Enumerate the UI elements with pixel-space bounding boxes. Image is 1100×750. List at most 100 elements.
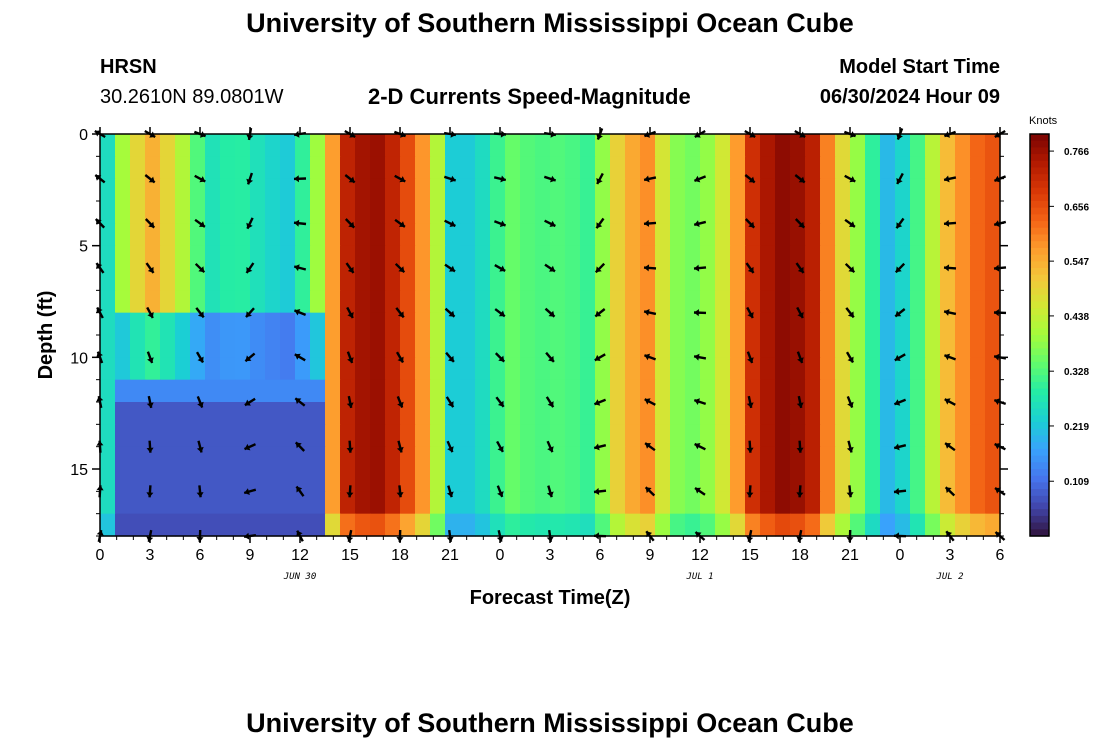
heatmap-cell xyxy=(520,491,536,515)
arrow-head xyxy=(596,222,603,229)
colorbar-tick-label: 0.656 xyxy=(1064,202,1089,213)
heatmap-cell xyxy=(220,379,236,403)
heatmap-cell xyxy=(670,335,686,358)
heatmap-cell xyxy=(385,134,401,157)
heatmap-cell xyxy=(370,268,386,291)
heatmap-cell xyxy=(610,402,626,425)
heatmap-cell xyxy=(310,513,326,537)
heatmap-cell xyxy=(340,357,356,381)
heatmap-cell xyxy=(385,402,401,425)
heatmap-cell xyxy=(430,245,446,269)
heatmap-cell xyxy=(925,446,941,470)
heatmap-cell xyxy=(100,268,116,291)
heatmap-cell xyxy=(520,223,536,247)
heatmap-cell xyxy=(430,156,446,180)
heatmap-cell xyxy=(820,424,836,448)
heatmap-cell xyxy=(475,178,491,202)
heatmap-cell xyxy=(145,513,161,537)
current-arrow xyxy=(345,262,355,274)
heatmap-cell xyxy=(100,446,116,470)
heatmap-cell xyxy=(970,424,986,448)
heatmap-cell xyxy=(460,513,476,537)
heatmap-cell xyxy=(715,178,731,202)
heatmap-cell xyxy=(145,156,161,180)
heatmap-cell xyxy=(970,223,986,247)
heatmap-cell xyxy=(790,469,806,492)
heatmap-cell xyxy=(100,379,116,403)
current-arrow xyxy=(694,487,706,496)
heatmap-cell xyxy=(190,134,206,157)
heatmap-cell xyxy=(250,178,266,202)
heatmap-cell xyxy=(310,134,326,157)
heatmap-cell xyxy=(250,379,266,403)
current-arrow xyxy=(395,307,405,319)
heatmap-cell xyxy=(925,134,941,157)
current-arrow xyxy=(196,485,204,498)
current-arrow xyxy=(693,175,707,183)
heatmap-cell xyxy=(400,491,416,515)
y-axis-ticks: 0 5 10 15 xyxy=(70,127,1008,537)
current-arrow xyxy=(346,395,354,409)
current-arrow xyxy=(796,351,804,364)
heatmap-cell xyxy=(505,156,521,180)
heatmap-cell xyxy=(415,245,431,269)
heatmap-cell xyxy=(955,491,971,515)
heatmap-cell xyxy=(625,156,641,180)
heatmap-cell xyxy=(805,156,821,180)
heatmap-cell xyxy=(415,491,431,515)
arrow-head xyxy=(347,357,354,363)
heatmap-cell xyxy=(430,357,446,381)
heatmap-cell xyxy=(565,513,581,537)
heatmap-cell xyxy=(865,357,881,381)
heatmap-cell xyxy=(535,402,551,425)
heatmap-cell xyxy=(775,424,791,448)
heatmap-cell xyxy=(265,379,281,403)
heatmap-cell xyxy=(565,290,581,314)
arrow-head xyxy=(896,133,903,140)
heatmap-cell xyxy=(445,491,461,515)
heatmap-cell xyxy=(895,446,911,470)
heatmap-cell xyxy=(940,156,956,180)
heatmap-cell xyxy=(280,469,296,492)
arrow-head xyxy=(796,492,804,498)
heatmap-cell xyxy=(295,513,311,537)
heatmap-cell xyxy=(910,245,926,269)
heatmap-cell xyxy=(505,491,521,515)
heatmap-cell xyxy=(745,134,761,157)
heatmap-cell xyxy=(520,201,536,224)
heatmap-cell xyxy=(970,290,986,314)
x-tick-label: 6 xyxy=(996,547,1005,564)
heatmap-cell xyxy=(625,424,641,448)
heatmap-cell xyxy=(265,491,281,515)
arrow-head xyxy=(594,399,601,406)
current-arrow xyxy=(795,262,805,274)
heatmap-cell xyxy=(415,446,431,470)
heatmap-cell xyxy=(430,268,446,291)
colorbar-segment xyxy=(1030,335,1049,343)
heatmap-cell xyxy=(280,134,296,157)
heatmap-cell xyxy=(910,312,926,336)
heatmap-cell xyxy=(715,312,731,336)
heatmap-cell xyxy=(295,424,311,448)
current-arrow xyxy=(195,351,205,364)
heatmap-cell xyxy=(520,424,536,448)
x-tick-label: 15 xyxy=(741,547,759,564)
heatmap-cell xyxy=(340,290,356,314)
heatmap-cell xyxy=(775,335,791,358)
heatmap-cell xyxy=(940,178,956,202)
heatmap-cell xyxy=(310,156,326,180)
current-arrow xyxy=(643,309,657,316)
x-tick-label: 21 xyxy=(441,547,459,564)
heatmap-cell xyxy=(910,223,926,247)
heatmap-cell xyxy=(190,156,206,180)
date-label: JUN 30 xyxy=(283,572,317,582)
heatmap-cell xyxy=(265,201,281,224)
heatmap-cell xyxy=(835,178,851,202)
heatmap-cell xyxy=(175,379,191,403)
heatmap-cell xyxy=(985,134,1001,157)
heatmap-cell xyxy=(445,268,461,291)
heatmap-cell xyxy=(820,268,836,291)
heatmap-cell xyxy=(925,357,941,381)
colorbar-tick-label: 0.547 xyxy=(1064,257,1089,268)
